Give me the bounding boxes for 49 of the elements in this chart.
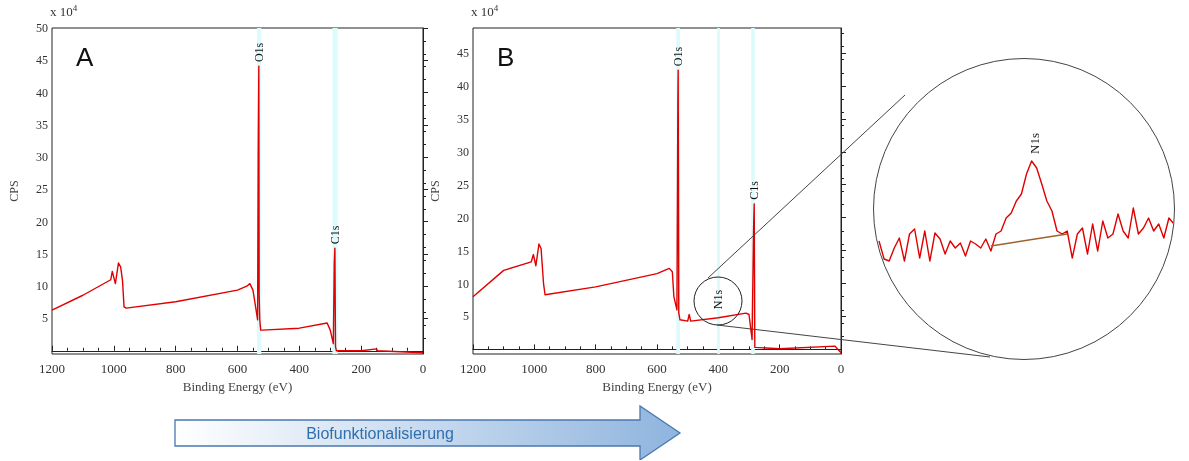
text: x 10$^{4}$ <box>471 3 499 21</box>
y-axis-title: CPS <box>428 180 442 202</box>
y-tick-label: 30 <box>457 144 469 159</box>
y-tick-label: 10 <box>36 279 48 294</box>
text: N1s <box>1026 133 1042 154</box>
y-tick-label: 20 <box>457 210 469 225</box>
x-tick-label: 600 <box>647 361 667 376</box>
x-tick-label: 0 <box>837 361 845 376</box>
y-tick-label: 50 <box>36 21 48 35</box>
line-series <box>472 69 842 354</box>
y-tick-label: 45 <box>457 46 469 61</box>
y-tick-label: 40 <box>457 78 469 93</box>
annotation: N1s <box>711 289 726 310</box>
text: Biofunktionalisierung <box>306 425 454 442</box>
y-tick-label: 5 <box>42 311 48 326</box>
y-tick-label: 10 <box>457 276 469 291</box>
y-tick-label: 35 <box>457 111 469 126</box>
x-tick-label: 1200 <box>460 361 486 376</box>
x-tick-label: 1200 <box>39 361 65 376</box>
x-tick-label: 800 <box>585 361 606 376</box>
annotation: A <box>76 42 94 72</box>
x-axis-title: Binding Energy (eV) <box>602 378 712 394</box>
y-tick-label: 25 <box>457 177 469 192</box>
y-tick-label: 30 <box>36 150 48 165</box>
x-tick-label: 400 <box>289 361 310 376</box>
text: x 10$^{4}$ <box>50 3 78 21</box>
x-tick-label: 1000 <box>100 361 127 376</box>
x-tick-label: 0 <box>419 361 427 376</box>
y-tick-label: 25 <box>36 182 48 197</box>
annotation: B <box>497 42 515 72</box>
y-tick-label: 35 <box>36 117 48 132</box>
y-tick-label: 40 <box>36 85 48 100</box>
y-tick-label: 15 <box>36 246 48 261</box>
x-tick-label: 800 <box>165 361 186 376</box>
x-tick-label: 400 <box>708 361 729 376</box>
x-tick-label: 200 <box>351 361 371 376</box>
x-tick-label: 1000 <box>521 361 548 376</box>
x-tick-label: 200 <box>769 361 790 376</box>
annotation: C1s <box>747 180 762 200</box>
x-tick-label: 600 <box>227 361 248 376</box>
annotation: O1s <box>671 46 686 67</box>
y-tick-label: 45 <box>36 53 48 68</box>
x-axis-title: Binding Energy (eV) <box>182 378 293 394</box>
annotation: O1s <box>251 42 266 63</box>
y-tick-label: 5 <box>463 309 469 324</box>
y-axis-title: CPS <box>7 180 21 202</box>
y-tick-label: 15 <box>457 243 469 258</box>
y-tick-label: 20 <box>36 214 48 229</box>
annotation: C1s <box>327 225 342 245</box>
